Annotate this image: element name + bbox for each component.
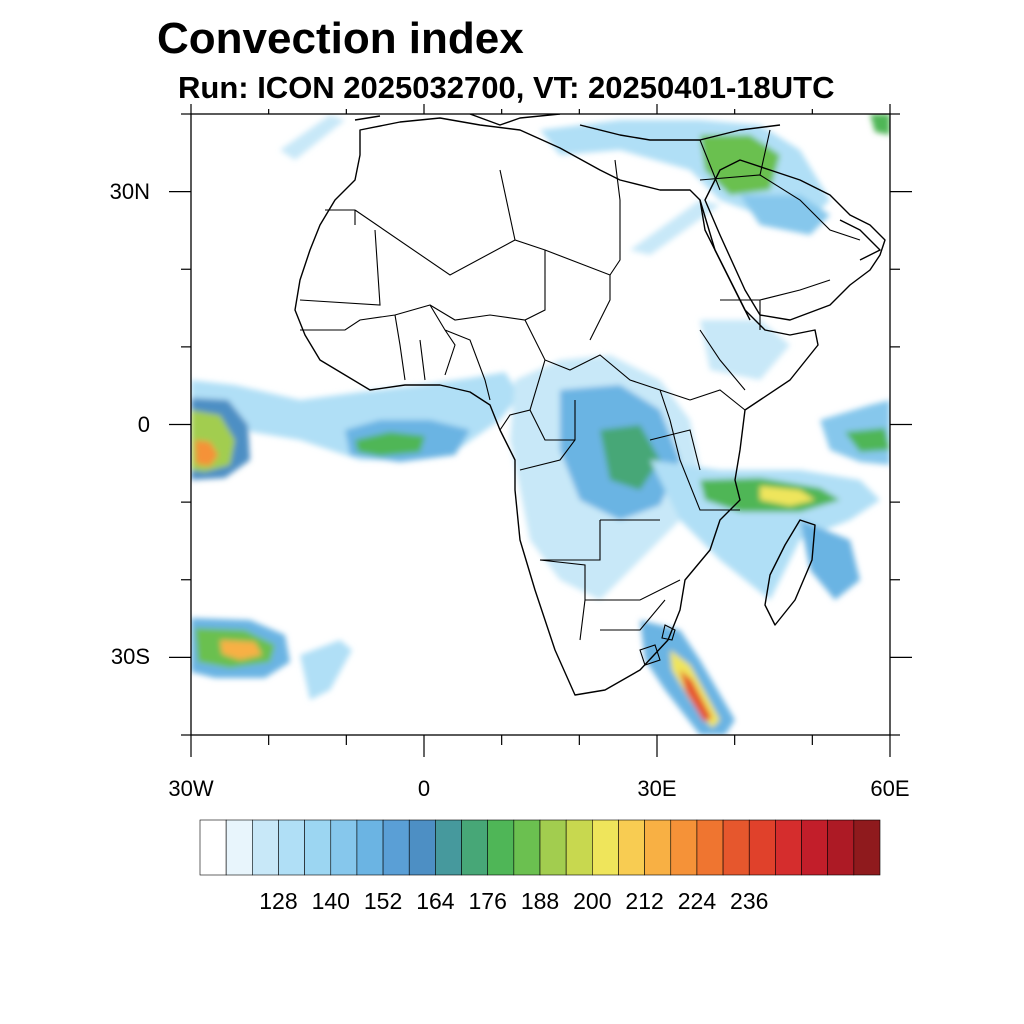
lon-label-30W: 30W [168, 776, 214, 801]
colorbar-label-176: 176 [468, 888, 507, 914]
convection-area-mozambique-channel [800, 520, 860, 600]
colorbar-swatch [539, 819, 567, 876]
colorbar-swatch [853, 819, 881, 876]
border-west-africa [300, 304, 491, 401]
convection-area-northwest-streak [280, 115, 345, 160]
colorbar-swatch [618, 819, 645, 876]
colorbar-swatch [513, 819, 541, 876]
madagascar-coastline [764, 519, 816, 626]
convection-area-south-atlantic-peak [220, 640, 262, 660]
convection-area-south-atlantic-trail [300, 640, 352, 700]
colorbar-swatch [461, 819, 488, 876]
colorbar-label-236: 236 [730, 888, 769, 914]
convection-area-guinea-band-peak [355, 432, 425, 456]
colorbar-swatch [382, 819, 410, 876]
border-middle-east [699, 129, 861, 241]
africa-coastline [294, 117, 819, 696]
convection-area-indian-ocean-core [845, 428, 890, 452]
colorbar-swatch [435, 819, 462, 876]
colorbar-swatch [592, 819, 619, 876]
colorbar-swatch [278, 819, 305, 876]
colorbar-swatch [644, 819, 672, 876]
colorbar-swatch [252, 819, 279, 876]
convection-area-levant-core [700, 135, 780, 195]
convection-area-arabia [740, 195, 830, 235]
colorbar-swatch [330, 819, 358, 876]
colorbar-swatch [670, 819, 698, 876]
lat-label-30N: 30N [109, 178, 150, 204]
convection-area-northeast-corner [870, 114, 890, 135]
colorbar-swatch [304, 819, 332, 876]
lat-label-30S: 30S [110, 644, 150, 670]
border-southern-africa [539, 559, 681, 666]
colorbar-label-188: 188 [520, 888, 560, 914]
convection-area-congo-peak [600, 425, 660, 490]
border-north-africa [299, 159, 621, 341]
colorbar-label-200: 200 [573, 888, 612, 914]
colorbar-swatch [408, 819, 436, 876]
convection-area-southeast-africa-peak [680, 670, 712, 722]
colorbar-swatch [565, 819, 593, 876]
convection-area-sahel-ethiopia [700, 320, 790, 380]
colorbar-swatch [225, 819, 253, 876]
colorbar-swatch [487, 819, 515, 876]
colorbar-swatch [801, 819, 828, 876]
colorbar-swatch [199, 819, 227, 876]
country-borders [299, 129, 861, 666]
lat-label-0: 0 [137, 411, 150, 437]
lon-label-0: 0 [417, 776, 431, 801]
colorbar-label-164: 164 [416, 888, 455, 914]
axis-ticks [169, 104, 912, 757]
colorbar-swatch [722, 819, 750, 876]
lon-label-60E: 60E [870, 776, 910, 801]
coastlines [294, 114, 886, 696]
lon-label-30E: 30E [637, 776, 677, 801]
colorbar-label-212: 212 [625, 888, 664, 914]
colorbar-label-224: 224 [677, 888, 717, 914]
red-sea-coast [699, 199, 751, 321]
colorbar-label-128: 128 [259, 888, 298, 914]
convection-area-west-atlantic-peak [195, 440, 218, 466]
colorbar-swatch [748, 819, 776, 876]
arabia-coastline [704, 159, 886, 321]
colorbar-swatch [775, 819, 802, 876]
colorbar-swatch [827, 819, 855, 876]
convection-field [191, 114, 890, 735]
map-title: Convection index [157, 14, 524, 63]
map-subtitle: Run: ICON 2025032700, VT: 20250401-18UTC [178, 70, 835, 105]
convection-area-east-africa-peak [760, 486, 815, 506]
colorbar-swatch [356, 819, 384, 876]
border-central-africa [499, 319, 740, 561]
border-east-africa [649, 279, 831, 471]
mediterranean-north-coast [354, 114, 781, 141]
colorbar-label-140: 140 [311, 888, 350, 914]
colorbar-label-152: 152 [363, 888, 403, 914]
colorbar [199, 819, 881, 876]
persian-gulf [839, 219, 881, 261]
colorbar-swatch [696, 819, 724, 876]
convection-area-sahara-streak [630, 200, 720, 255]
